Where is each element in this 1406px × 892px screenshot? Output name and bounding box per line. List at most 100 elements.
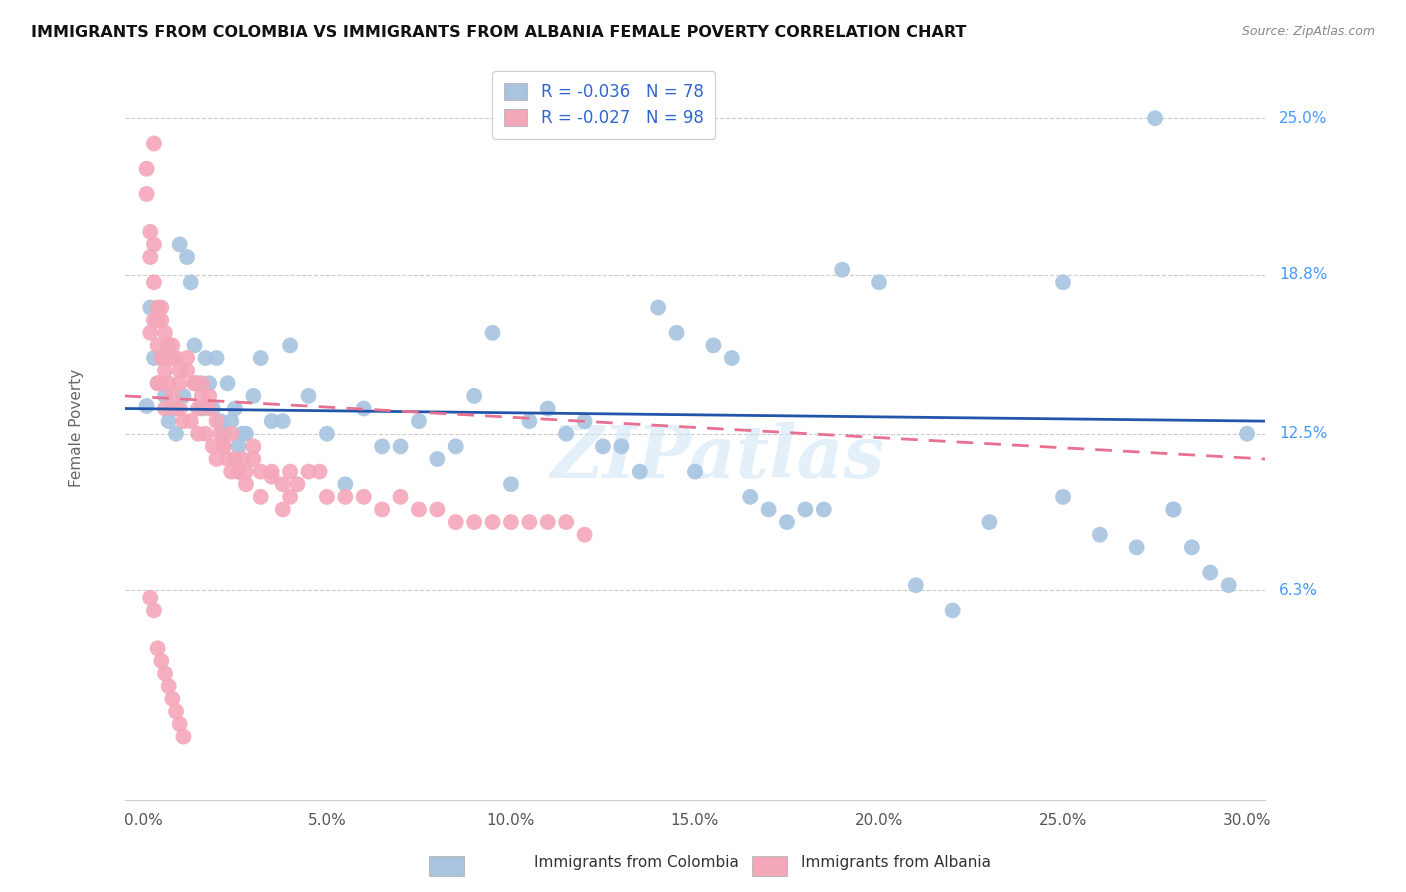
Point	[537, 401, 560, 416]
Point	[176, 351, 198, 365]
Point	[353, 401, 375, 416]
Point	[205, 414, 228, 428]
Point	[157, 338, 180, 352]
Point	[228, 465, 250, 479]
Point	[153, 401, 176, 416]
Text: ZIPatlas: ZIPatlas	[551, 422, 884, 492]
Point	[628, 465, 651, 479]
Point	[813, 502, 835, 516]
Point	[180, 414, 202, 428]
Point	[169, 401, 191, 416]
Point	[353, 490, 375, 504]
Point	[139, 250, 162, 264]
Point	[1163, 502, 1185, 516]
Point	[1236, 426, 1258, 441]
Point	[519, 515, 541, 529]
Point	[794, 502, 817, 516]
Point	[150, 351, 173, 365]
Point	[979, 515, 1001, 529]
Point	[287, 477, 309, 491]
Point	[172, 414, 194, 428]
Point	[142, 313, 165, 327]
Point	[153, 666, 176, 681]
Text: IMMIGRANTS FROM COLOMBIA VS IMMIGRANTS FROM ALBANIA FEMALE POVERTY CORRELATION C: IMMIGRANTS FROM COLOMBIA VS IMMIGRANTS F…	[31, 25, 966, 40]
Point	[153, 364, 176, 378]
Point	[463, 515, 485, 529]
Text: 12.5%: 12.5%	[1279, 426, 1327, 442]
Point	[165, 351, 187, 365]
Point	[389, 439, 412, 453]
Point	[162, 389, 184, 403]
Point	[219, 414, 242, 428]
Legend: R = -0.036   N = 78, R = -0.027   N = 98: R = -0.036 N = 78, R = -0.027 N = 98	[492, 71, 716, 139]
Point	[224, 452, 246, 467]
Point	[135, 399, 157, 413]
Point	[519, 414, 541, 428]
Text: Immigrants from Colombia: Immigrants from Colombia	[534, 855, 740, 870]
Point	[150, 351, 173, 365]
Point	[647, 301, 669, 315]
Point	[135, 186, 157, 201]
Point	[183, 338, 205, 352]
Point	[157, 679, 180, 693]
Point	[153, 326, 176, 340]
Text: Source: ZipAtlas.com: Source: ZipAtlas.com	[1241, 25, 1375, 38]
Point	[139, 326, 162, 340]
Point	[146, 641, 169, 656]
Point	[142, 237, 165, 252]
Point	[217, 376, 239, 391]
Point	[249, 351, 271, 365]
Point	[198, 389, 221, 403]
Point	[139, 301, 162, 315]
Point	[389, 490, 412, 504]
Point	[426, 502, 449, 516]
Point	[942, 603, 965, 617]
Point	[150, 301, 173, 315]
Point	[235, 477, 257, 491]
Point	[153, 389, 176, 403]
Point	[139, 591, 162, 605]
Point	[150, 313, 173, 327]
Point	[444, 439, 467, 453]
Text: 18.8%: 18.8%	[1279, 268, 1327, 282]
Point	[194, 351, 217, 365]
Point	[242, 452, 264, 467]
Point	[249, 465, 271, 479]
Point	[212, 439, 235, 453]
Point	[146, 338, 169, 352]
Point	[169, 237, 191, 252]
Point	[205, 452, 228, 467]
Point	[1125, 541, 1147, 555]
Point	[219, 426, 242, 441]
Point	[228, 465, 250, 479]
Point	[191, 389, 214, 403]
Point	[169, 364, 191, 378]
Point	[187, 376, 209, 391]
Text: Immigrants from Albania: Immigrants from Albania	[801, 855, 991, 870]
Point	[228, 439, 250, 453]
Point	[371, 502, 394, 516]
Point	[146, 313, 169, 327]
Point	[187, 401, 209, 416]
Point	[235, 426, 257, 441]
Point	[335, 477, 357, 491]
Point	[142, 603, 165, 617]
Point	[574, 527, 596, 541]
Point	[260, 469, 283, 483]
Point	[665, 326, 688, 340]
Point	[231, 452, 253, 467]
Point	[191, 401, 214, 416]
Point	[574, 414, 596, 428]
Point	[183, 376, 205, 391]
Point	[191, 376, 214, 391]
Point	[209, 414, 232, 428]
Point	[278, 338, 301, 352]
Point	[146, 376, 169, 391]
Point	[153, 351, 176, 365]
Point	[297, 389, 319, 403]
Point	[610, 439, 633, 453]
Point	[260, 465, 283, 479]
Point	[172, 730, 194, 744]
Text: 25.0%: 25.0%	[1279, 111, 1327, 126]
Point	[142, 136, 165, 151]
